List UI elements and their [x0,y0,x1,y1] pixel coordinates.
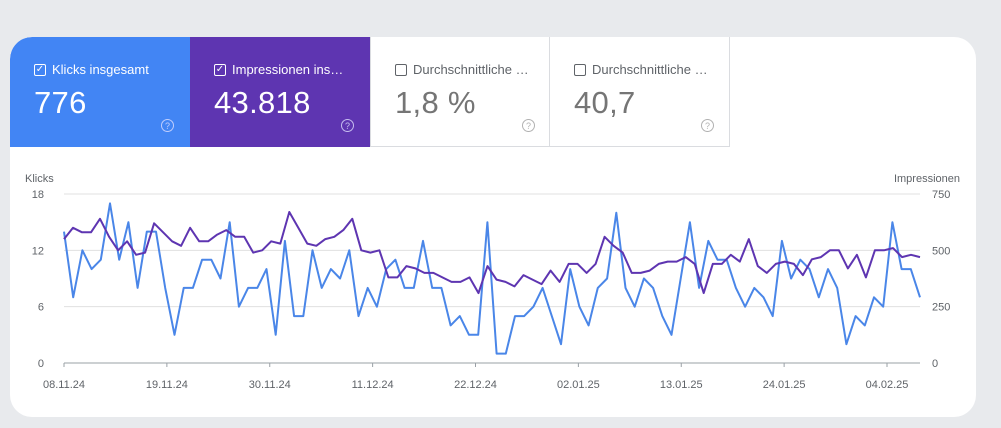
checkbox-unchecked-icon[interactable] [574,63,586,76]
metric-value: 776 [34,85,87,120]
y-left-axis-title: Klicks [25,173,54,185]
help-circle-icon[interactable]: ? [161,119,174,132]
y-right-tick-label: 750 [932,189,950,201]
x-tick-label: 08.11.24 [43,379,85,391]
metric-label: Durchschnittliche … [592,62,708,77]
metric-label: Impressionen ins… [232,62,344,77]
line-chart: 0 6 12 18 0 250 500 750 Klicks Impressionen 08.11.… [25,173,960,391]
y-left-tick-label: 12 [32,245,44,257]
y-left-tick-label: 6 [38,302,44,314]
metric-card-header: ✓ Impressionen ins… [214,62,343,77]
metric-label: Klicks insgesamt [52,62,149,77]
metric-card-clicks[interactable]: ✓ Klicks insgesamt 776 ? [10,37,190,147]
metric-card-ctr[interactable]: Durchschnittliche … 1,8 % ? [370,37,550,147]
help-circle-icon[interactable]: ? [341,119,354,132]
series-line-klicks [63,202,921,355]
y-left-tick-label: 0 [38,358,44,370]
x-tick-label: 24.01.25 [763,379,806,391]
metric-card-header: ✓ Klicks insgesamt [34,62,149,77]
metric-card-position[interactable]: Durchschnittliche … 40,7 ? [550,37,730,147]
help-circle-icon[interactable]: ? [522,119,535,132]
metric-value: 1,8 % [395,85,476,120]
y-right-tick-label: 0 [932,358,938,370]
metric-card-header: Durchschnittliche … [574,62,708,77]
series-line-impressionen [63,211,921,295]
x-tick-label: 19.11.24 [146,379,188,391]
check-icon[interactable]: ✓ [34,63,46,76]
x-tick-label: 02.01.25 [557,379,600,391]
help-circle-icon[interactable]: ? [701,119,714,132]
x-tick-label: 30.11.24 [249,379,291,391]
metric-card-header: Durchschnittliche … [395,62,529,77]
x-tick-label: 13.01.25 [660,379,703,391]
check-icon[interactable]: ✓ [214,63,226,76]
y-right-axis-title: Impressionen [894,173,960,185]
metric-value: 40,7 [574,85,636,120]
metric-cards: ✓ Klicks insgesamt 776 ? ✓ Impressionen … [10,37,976,147]
x-tick-label: 04.02.25 [866,379,909,391]
metric-value: 43.818 [214,85,311,120]
metric-card-impressions[interactable]: ✓ Impressionen ins… 43.818 ? [190,37,370,147]
checkbox-unchecked-icon[interactable] [395,63,407,76]
performance-panel: ✓ Klicks insgesamt 776 ? ✓ Impressionen … [10,37,976,417]
x-tick-label: 11.12.24 [352,379,394,391]
y-left-tick-label: 18 [32,189,44,201]
y-right-tick-label: 500 [932,245,950,257]
x-tick-label: 22.12.24 [454,379,497,391]
metric-label: Durchschnittliche … [413,62,529,77]
y-right-tick-label: 250 [932,302,950,314]
